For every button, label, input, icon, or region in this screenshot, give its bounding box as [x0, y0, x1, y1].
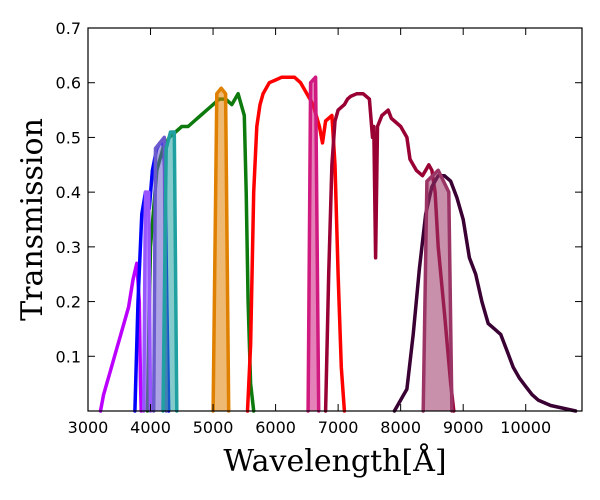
filter-curve-6 [392, 173, 578, 413]
filter-fill-12 [423, 170, 452, 411]
x-tick-label: 9000 [443, 418, 484, 437]
y-tick-label: 0.3 [56, 238, 81, 257]
y-axis-title: Transmission [15, 118, 50, 321]
y-tick-label: 0.4 [56, 183, 81, 202]
plot-frame [87, 27, 583, 412]
y-tick-label: 0.5 [56, 128, 81, 147]
filter-curve-9 [161, 130, 179, 413]
y-tick-label: 0.1 [56, 347, 81, 366]
x-tick-label: 10000 [500, 418, 551, 437]
filter-curve-1 [98, 261, 143, 413]
x-axis-title: Wavelength[Å] [223, 443, 446, 479]
x-tick-label: 5000 [193, 418, 234, 437]
x-tick-label: 4000 [130, 418, 171, 437]
y-tick-label: 0.2 [56, 293, 81, 312]
filter-curve-12 [421, 168, 454, 413]
x-tick-label: 3000 [68, 418, 109, 437]
x-tick-label: 6000 [255, 418, 296, 437]
x-tick-label: 7000 [318, 418, 359, 437]
tick-layer: 3000 4000 5000 6000 7000 8000 9000 10000 0.1 0.2 0… [56, 19, 582, 437]
y-tick-label: 0.7 [56, 19, 81, 38]
y-tick-label: 0.6 [56, 74, 81, 93]
filter-curve-11 [306, 75, 321, 413]
x-tick-label: 8000 [380, 418, 421, 437]
series-layer [98, 75, 578, 413]
filter-curve-5 [323, 91, 456, 413]
filter-curve-10 [211, 86, 231, 413]
filter-curve-7 [141, 190, 153, 413]
